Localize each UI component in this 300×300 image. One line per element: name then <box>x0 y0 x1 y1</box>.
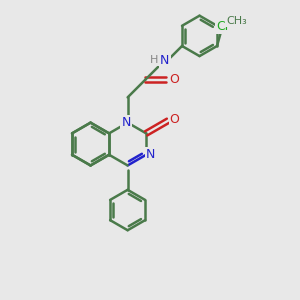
Text: N: N <box>146 148 155 161</box>
Text: O: O <box>169 113 179 127</box>
Text: Cl: Cl <box>216 20 229 33</box>
Text: N: N <box>122 116 131 129</box>
Text: H: H <box>150 55 159 65</box>
Text: N: N <box>160 54 170 67</box>
Text: CH₃: CH₃ <box>226 16 247 26</box>
Text: O: O <box>169 73 179 86</box>
